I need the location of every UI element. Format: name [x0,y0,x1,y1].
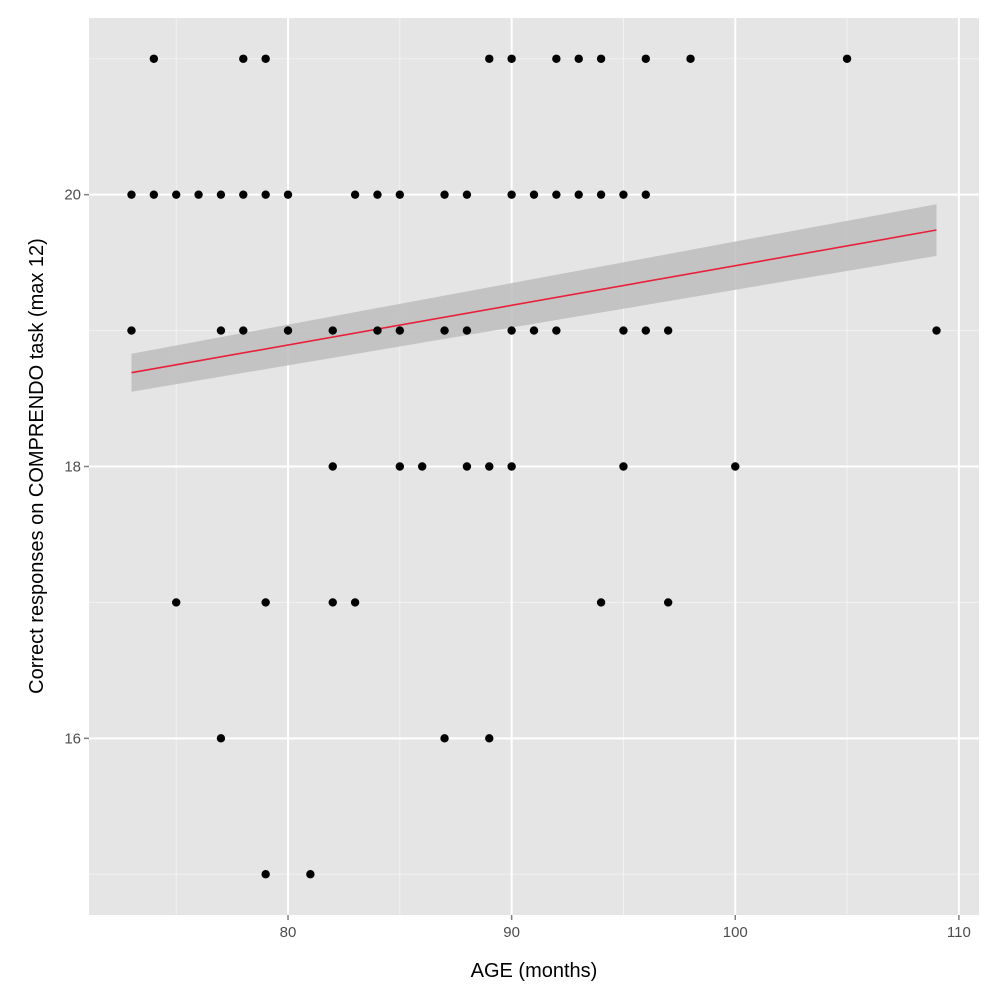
x-tick-label: 110 [947,924,971,941]
data-point [216,190,226,199]
data-point [172,190,181,199]
data-point [261,870,270,879]
data-point [507,326,516,335]
data-point [149,54,159,63]
data-point [373,190,382,199]
data-point [552,190,561,199]
data-point [283,190,293,199]
data-point [619,190,628,199]
data-point [440,734,449,743]
x-tick-label: 100 [723,924,748,941]
data-point [306,870,315,879]
data-point [172,598,181,607]
data-point [239,190,248,199]
data-point [596,190,606,199]
data-point [440,326,449,335]
data-point [641,326,651,335]
data-point [395,326,405,335]
data-point [641,190,651,199]
data-point [842,54,852,63]
data-point [239,326,248,335]
data-point [328,462,337,471]
data-point [663,326,673,335]
data-point [395,462,405,471]
data-point [127,326,136,335]
data-point [395,190,405,199]
data-point [507,462,516,471]
data-point [485,462,494,471]
data-point [127,190,136,199]
data-point [507,190,516,199]
trend-line [131,229,937,374]
x-axis-title: AGE (months) [471,960,598,982]
data-point [619,326,628,335]
data-point [417,462,427,471]
data-point [462,190,472,199]
data-point [529,326,539,335]
data-point [641,54,651,63]
data-point [194,190,203,199]
x-tick-label: 90 [503,924,520,941]
data-point [663,598,673,607]
data-point [529,190,539,199]
data-point [462,462,472,471]
data-point [731,462,740,471]
data-point [596,598,606,607]
data-point [932,326,941,335]
y-axis-title: Correct responses on COMPRENDO task (max… [26,238,48,694]
data-point [596,54,606,63]
confidence-band [131,204,937,392]
x-tick-label: 80 [280,924,297,941]
data-point [574,190,583,199]
data-point [261,190,270,199]
data-point [350,190,360,199]
data-point [485,54,494,63]
data-point [619,462,628,471]
data-point [261,598,270,607]
y-axis-ticks: 16 18 20 [64,187,89,747]
data-point [485,734,494,743]
data-point [440,190,449,199]
data-point [239,54,248,63]
data-point [552,54,561,63]
data-point [552,326,561,335]
data-point [216,326,226,335]
y-tick-label: 16 [64,730,81,747]
y-tick-label: 20 [64,187,81,204]
data-point [261,54,270,63]
data-points [127,54,941,879]
data-point [462,326,472,335]
data-point [350,598,360,607]
data-point [574,54,583,63]
data-point [283,326,293,335]
data-point [328,326,337,335]
y-tick-label: 18 [64,459,81,476]
data-point [686,54,695,63]
data-point [373,326,382,335]
data-point [216,734,226,743]
data-point [328,598,337,607]
data-point [507,54,516,63]
trend-line-group [131,229,937,374]
data-point [149,190,159,199]
x-axis-ticks: 80 90 100 110 [280,915,971,941]
confidence-band-area [131,204,937,392]
